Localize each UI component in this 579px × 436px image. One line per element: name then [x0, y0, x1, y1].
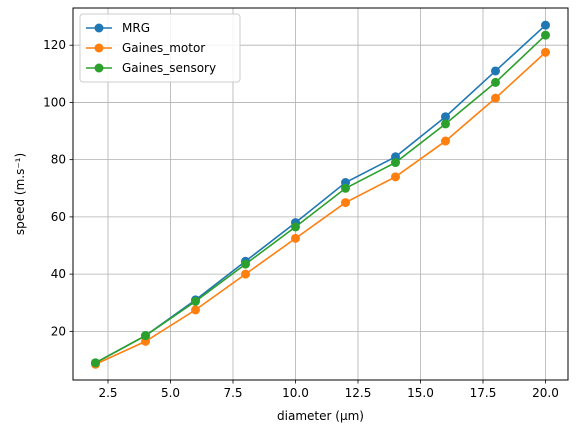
series-line-gaines-motor — [95, 51, 547, 365]
data-point-gaines-motor — [391, 172, 400, 182]
x-tick-label: 7.5 — [223, 386, 242, 400]
x-axis-label: diameter (μm) — [277, 409, 364, 423]
data-point-gaines-sensory — [191, 296, 200, 306]
data-point-mrg — [541, 20, 550, 30]
data-point-mrg — [441, 112, 450, 122]
legend-marker-mrg — [94, 23, 104, 33]
data-point-mrg — [491, 66, 500, 76]
x-tick-label: 17.5 — [470, 386, 497, 400]
data-point-gaines-sensory — [541, 30, 550, 40]
x-tick-label: 15.0 — [407, 386, 434, 400]
plot-frame — [72, 7, 569, 381]
x-tick-label: 20.0 — [532, 386, 559, 400]
y-tick-label: 100 — [43, 95, 66, 109]
data-point-gaines-motor — [191, 305, 200, 315]
series-line-gaines-sensory — [95, 34, 547, 364]
y-tick-label: 80 — [51, 153, 66, 167]
y-tick-label: 20 — [51, 324, 66, 338]
legend: MRG Gaines_motor Gaines_sensory — [79, 13, 241, 83]
x-tick-label: 12.5 — [345, 386, 372, 400]
grid-lines — [73, 8, 568, 380]
data-point-gaines-motor — [441, 136, 450, 146]
data-point-gaines-motor — [241, 269, 250, 279]
legend-marker-gaines-motor — [94, 43, 104, 53]
legend-label-gaines-motor: Gaines_motor — [122, 41, 205, 55]
data-point-gaines-sensory — [341, 183, 350, 193]
data-point-gaines-motor — [291, 233, 300, 243]
x-axis-ticks: 2.5 5.0 7.5 10.0 12.5 15.0 17.5 20.0 — [98, 380, 559, 400]
y-tick-label: 120 — [43, 38, 66, 52]
legend-label-gaines-sensory: Gaines_sensory — [122, 61, 216, 75]
x-tick-label: 2.5 — [98, 386, 117, 400]
data-point-gaines-sensory — [441, 119, 450, 129]
y-tick-label: 60 — [51, 210, 66, 224]
data-point-gaines-motor — [491, 93, 500, 103]
y-axis-label: speed (m.s⁻¹) — [13, 153, 27, 235]
legend-box — [79, 13, 241, 83]
legend-label-mrg: MRG — [122, 21, 150, 35]
data-point-gaines-sensory — [491, 77, 500, 87]
data-point-gaines-sensory — [141, 331, 150, 341]
legend-marker-gaines-sensory — [94, 63, 104, 73]
x-tick-label: 5.0 — [161, 386, 180, 400]
y-tick-label: 40 — [51, 267, 66, 281]
data-point-gaines-sensory — [291, 222, 300, 232]
data-point-gaines-motor — [541, 47, 550, 57]
y-axis-ticks: 20 40 60 80 100 120 — [43, 38, 73, 338]
series-lines — [95, 24, 547, 365]
series-points — [91, 20, 550, 369]
data-point-gaines-sensory — [391, 158, 400, 168]
data-point-gaines-sensory — [241, 259, 250, 269]
data-point-gaines-motor — [341, 198, 350, 208]
x-tick-label: 10.0 — [282, 386, 309, 400]
data-point-gaines-sensory — [91, 358, 100, 368]
